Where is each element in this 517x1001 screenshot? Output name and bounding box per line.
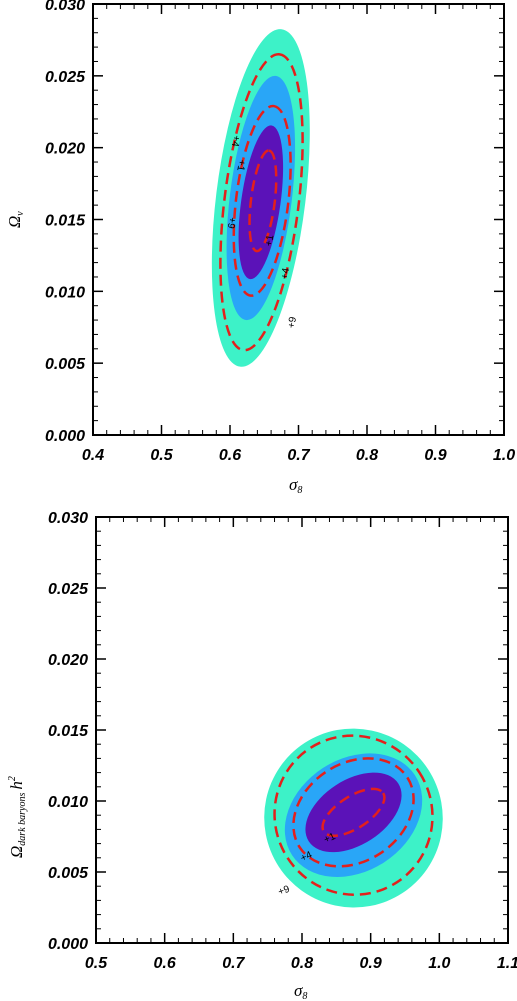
bottom-contour-panel: +1+4+9 0.5 0.6 0.7 0.8 0.9 1.0 1.1 0.0000.0050… <box>7 510 517 1001</box>
top-y-axis-label: Ων <box>5 211 26 228</box>
bottom-x-ticks: 0.5 0.6 0.7 0.8 0.9 1.0 1.1 <box>85 517 517 972</box>
x-tick-label: 0.9 <box>424 447 446 464</box>
x-tick-label: 1.0 <box>493 447 515 464</box>
dashed-contour-plus9 <box>273 734 434 896</box>
contour-level-label: +9 <box>277 884 292 898</box>
top-y-ticks: 0.000 0.005 0.010 0.015 0.020 0.025 0.030 <box>45 0 504 445</box>
top-x-axis-label: σ8 <box>289 475 302 496</box>
region-inner <box>305 772 402 853</box>
y-tick-label: 0.020 <box>45 141 85 158</box>
contour-level-label: +9 <box>225 216 238 230</box>
x-tick-label: 0.6 <box>154 955 176 972</box>
y-tick-label: 0.030 <box>48 510 88 527</box>
bottom-contour-labels: +1 +4 +9 <box>277 831 338 898</box>
bottom-y-ticks: 0.000 0.005 0.010 0.015 0.020 0.025 0.030 <box>48 510 508 953</box>
contour-level-label: +1 <box>322 831 337 846</box>
contour-level-label: +1 <box>264 234 277 248</box>
dashed-contour-plus4 <box>232 104 292 297</box>
x-tick-label: 0.5 <box>85 955 108 972</box>
contour-level-label: +1 <box>234 159 247 173</box>
bottom-x-axis-label: σ8 <box>294 981 307 1001</box>
y-tick-label: 0.010 <box>48 794 88 811</box>
bottom-y-axis-label: Ωdark baryonsh2 <box>7 776 28 858</box>
y-tick-label: 0.025 <box>48 581 89 598</box>
x-tick-label: 0.6 <box>219 447 241 464</box>
x-tick-label: 0.7 <box>222 955 245 972</box>
y-tick-label: 0.015 <box>45 213 86 230</box>
x-tick-label: 1.0 <box>428 955 450 972</box>
top-contour-labels: +1 +4 +9 +1 +4 +9 <box>225 134 299 329</box>
dashed-contour-plus1 <box>248 149 278 253</box>
dashed-contour-plus1 <box>321 787 386 838</box>
contour-level-label: +9 <box>286 316 299 330</box>
x-tick-label: 0.5 <box>150 447 173 464</box>
dashed-contour-plus9 <box>219 53 304 352</box>
x-tick-label: 0.8 <box>356 447 378 464</box>
y-tick-label: 0.005 <box>48 865 89 882</box>
y-tick-label: 0.025 <box>45 69 86 86</box>
x-tick-label: 0.7 <box>287 447 310 464</box>
x-tick-label: 1.1 <box>497 955 517 972</box>
x-tick-label: 0.4 <box>82 447 104 464</box>
y-tick-label: 0.030 <box>45 0 85 14</box>
x-tick-label: 0.9 <box>360 955 382 972</box>
y-tick-label: 0.020 <box>48 652 88 669</box>
y-tick-label: 0.015 <box>48 723 89 740</box>
y-tick-label: 0.005 <box>45 356 86 373</box>
x-tick-label: 0.8 <box>291 955 313 972</box>
y-tick-label: 0.000 <box>45 428 85 445</box>
contour-level-label: +4 <box>229 134 242 148</box>
y-tick-label: 0.010 <box>45 284 85 301</box>
top-contour-panel: +1 +4 +9 +1 +4 +9 0.4 0.5 0.6 0.7 0.8 0.9 1.0 0.000… <box>5 0 515 496</box>
y-tick-label: 0.000 <box>48 936 88 953</box>
top-dashed-contours <box>219 53 304 352</box>
bottom-filled-regions <box>264 728 443 908</box>
bottom-dashed-contours <box>273 734 434 896</box>
top-filled-regions <box>211 29 310 367</box>
contour-level-label: +4 <box>279 267 292 281</box>
top-x-ticks: 0.4 0.5 0.6 0.7 0.8 0.9 1.0 <box>82 4 515 464</box>
contour-level-label: +4 <box>299 849 314 864</box>
dashed-contour-plus4 <box>292 757 415 868</box>
